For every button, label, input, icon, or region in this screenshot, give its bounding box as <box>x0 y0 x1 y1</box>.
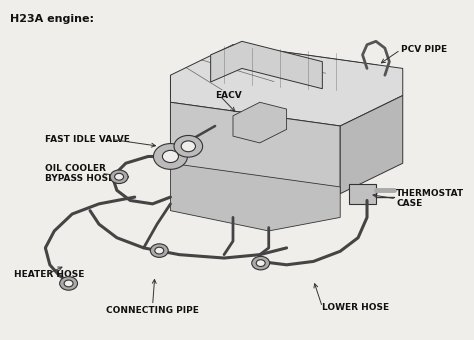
Polygon shape <box>171 102 340 194</box>
Circle shape <box>60 277 78 290</box>
Circle shape <box>163 150 179 163</box>
Circle shape <box>155 247 164 254</box>
Polygon shape <box>340 96 403 194</box>
Circle shape <box>256 260 265 267</box>
Text: PCV PIPE: PCV PIPE <box>401 45 447 54</box>
Polygon shape <box>233 102 287 143</box>
Text: EACV: EACV <box>215 91 242 100</box>
Text: CONNECTING PIPE: CONNECTING PIPE <box>106 306 199 315</box>
Text: HEATER HOSE: HEATER HOSE <box>14 270 84 279</box>
Circle shape <box>174 135 202 157</box>
Polygon shape <box>210 41 322 89</box>
Text: THERMOSTAT
CASE: THERMOSTAT CASE <box>396 189 464 208</box>
Circle shape <box>252 256 270 270</box>
Text: FAST IDLE VALVE: FAST IDLE VALVE <box>46 135 130 144</box>
Text: OIL COOLER
BYPASS HOSE: OIL COOLER BYPASS HOSE <box>46 164 115 183</box>
Circle shape <box>181 141 195 152</box>
Polygon shape <box>171 163 340 231</box>
Circle shape <box>110 170 128 184</box>
Text: H23A engine:: H23A engine: <box>9 14 94 24</box>
Circle shape <box>64 280 73 287</box>
Circle shape <box>150 244 168 257</box>
Circle shape <box>115 173 124 180</box>
Polygon shape <box>349 184 376 204</box>
Text: LOWER HOSE: LOWER HOSE <box>322 303 390 312</box>
Polygon shape <box>171 45 403 126</box>
Circle shape <box>154 143 187 169</box>
